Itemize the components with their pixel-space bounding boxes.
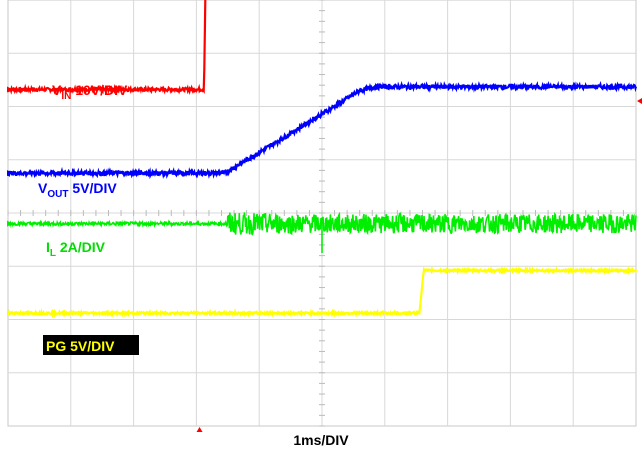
svg-text:VOUT 5V/DIV: VOUT 5V/DIV — [38, 180, 117, 200]
trigger-level-marker — [637, 98, 642, 104]
waveform-traces — [6, 0, 638, 319]
trigger-marker — [196, 427, 203, 432]
channel-marker-vin — [7, 86, 13, 93]
pg-channel-label: PG 5V/DIV — [43, 335, 139, 355]
svg-text:PG 5V/DIV: PG 5V/DIV — [46, 338, 115, 354]
il-channel-label: IL 2A/DIV — [46, 239, 106, 259]
channel-marker-il — [7, 220, 13, 227]
vout-channel-label: VOUT 5V/DIV — [38, 180, 117, 200]
channel-marker-vout — [7, 170, 13, 177]
plot-grid — [7, 0, 637, 427]
trace-vout — [6, 80, 638, 180]
vin-channel-label: VIN 10V/DIV — [52, 82, 128, 102]
svg-text:IL 2A/DIV: IL 2A/DIV — [46, 239, 106, 259]
trace-vin — [7, 0, 207, 96]
channel-markers — [7, 86, 642, 432]
channel-marker-pg — [7, 310, 13, 317]
trace-pg — [7, 265, 638, 319]
svg-text:VIN 10V/DIV: VIN 10V/DIV — [52, 82, 128, 102]
x-axis-label: 1ms/DIV — [293, 432, 349, 448]
